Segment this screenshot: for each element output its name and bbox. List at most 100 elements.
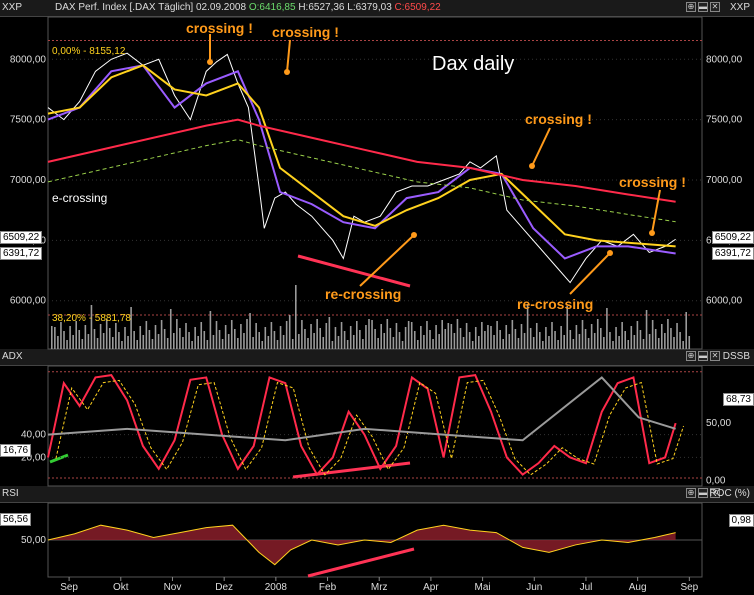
expand-icon[interactable]: ⊕ — [686, 488, 696, 498]
volume-bar — [410, 322, 413, 349]
volume-bar — [383, 333, 386, 349]
volume-bar — [298, 334, 300, 349]
volume-bar — [255, 323, 257, 349]
volume-bar — [316, 319, 318, 349]
volume-bar — [636, 321, 639, 349]
volume-bar — [304, 329, 306, 349]
volume-bar — [267, 336, 270, 349]
main-y-tick-right: 7000,00 — [706, 175, 743, 186]
main-y-tick-left: 7500,00 — [10, 115, 47, 126]
main-axis-label-left: XXP — [2, 2, 23, 13]
volume-bar — [667, 319, 669, 349]
close-price-label-right: 6509,22 — [711, 231, 754, 244]
volume-bar — [593, 333, 596, 349]
volume-bar — [118, 332, 120, 349]
ma-price-label-left: 6391,72 — [0, 247, 43, 260]
adx-value-label: 16,76 — [0, 444, 32, 457]
volume-bar — [429, 330, 431, 349]
volume-bar — [478, 336, 480, 349]
close-icon[interactable]: ✕ — [710, 351, 720, 361]
trendline-main — [297, 254, 411, 288]
volume-bar — [301, 320, 303, 349]
high-value: H:6527,36 — [298, 2, 345, 13]
close-value: C:6509,22 — [394, 2, 441, 13]
adx-y-tick: 20,00 — [21, 452, 46, 463]
rsi-value-label: 56,56 — [0, 513, 32, 526]
volume-bar — [230, 320, 233, 349]
minimize-icon[interactable]: ▬ — [698, 2, 708, 12]
dss-y-tick: 50,00 — [706, 418, 731, 429]
rsi-series — [47, 524, 676, 566]
annotation-arrow-head — [207, 59, 213, 65]
volume-bar — [63, 331, 65, 349]
minimize-icon[interactable]: ▬ — [698, 351, 708, 361]
annotation-e-crossing: e-crossing — [52, 191, 108, 205]
x-tick-label: 2008 — [265, 582, 288, 593]
volume-bar — [173, 333, 175, 349]
main-y-tick-right: 6000,00 — [706, 296, 743, 307]
x-tick-label: Nov — [164, 582, 182, 593]
volume-bar — [493, 335, 495, 349]
volume-bar — [206, 340, 209, 349]
volume-bar — [612, 341, 614, 349]
volume-bar — [453, 333, 456, 349]
volume-bar — [249, 313, 251, 349]
volume-bar — [578, 334, 581, 349]
volume-bar — [185, 323, 187, 349]
volume-bar — [462, 337, 465, 349]
annotation-arrow-head — [284, 69, 290, 75]
expand-icon[interactable]: ⊕ — [686, 351, 696, 361]
volume-bar — [337, 336, 340, 349]
volume-bar — [221, 339, 224, 349]
dss-y-tick: 0,00 — [706, 475, 726, 486]
minimize-icon[interactable]: ▬ — [698, 488, 708, 498]
volume-bar — [54, 327, 56, 349]
x-tick-label: Jul — [580, 582, 593, 593]
volume-bar — [566, 306, 569, 349]
volume-bar — [438, 334, 440, 349]
close-icon[interactable]: ✕ — [710, 2, 720, 12]
expand-icon[interactable]: ⊕ — [686, 2, 696, 12]
ma-red-series — [47, 118, 676, 203]
volume-bar — [508, 334, 511, 349]
volume-bar — [490, 326, 492, 349]
annotation-arrow — [531, 127, 551, 167]
volume-bar — [124, 327, 126, 349]
volume-bar — [368, 319, 370, 349]
volume-bar — [81, 339, 84, 349]
volume-bar — [282, 335, 285, 349]
volume-bar — [151, 339, 154, 349]
volume-bar — [133, 331, 135, 349]
volume-bar — [288, 315, 291, 349]
volume-bar — [569, 330, 572, 349]
volume-bar — [596, 319, 599, 349]
ma-purple-series — [47, 64, 676, 260]
volume-bar — [590, 324, 593, 349]
ma-green-series — [47, 139, 676, 223]
volume-bar — [523, 333, 526, 349]
volume-bar — [179, 328, 181, 349]
volume-bar — [496, 321, 498, 349]
annotation-arrow — [359, 234, 415, 287]
volume-bar — [160, 320, 163, 349]
volume-bar — [676, 323, 678, 349]
volume-bar — [365, 325, 367, 349]
annotation-arrow-head — [411, 232, 417, 238]
volume-bar — [243, 333, 245, 349]
volume-bar — [539, 332, 541, 349]
volume-bar — [154, 325, 157, 349]
volume-bar — [615, 327, 617, 349]
volume-bar — [417, 340, 419, 349]
annotation-arrow-head — [529, 163, 535, 169]
volume-bar — [603, 337, 605, 349]
volume-bar — [459, 328, 462, 349]
volume-bar — [423, 335, 425, 349]
volume-bar — [517, 338, 520, 349]
roc-axis-label: ROC (%) — [709, 488, 750, 499]
volume-bar — [356, 321, 358, 349]
volume-bar — [142, 335, 145, 349]
volume-bar — [127, 336, 129, 349]
volume-bar — [389, 328, 392, 349]
close-icon[interactable]: ✕ — [710, 488, 720, 498]
